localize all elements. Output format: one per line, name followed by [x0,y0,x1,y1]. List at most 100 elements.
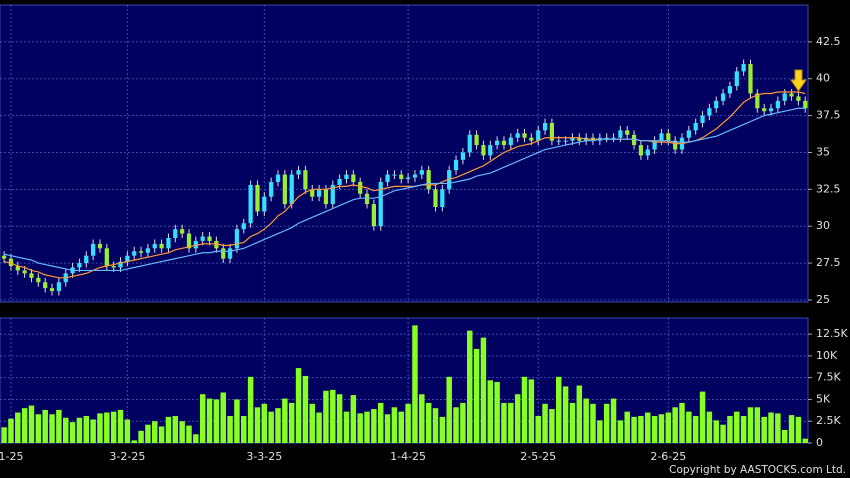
candle-body [638,145,644,156]
volume-bar [295,368,302,443]
candle-body [145,248,151,253]
volume-bar [152,421,158,443]
candle-body [481,145,486,156]
candle-body [501,140,507,146]
volume-bar [104,412,110,443]
volume-bar [624,411,630,443]
y-tick-label: 27.5 [816,256,841,269]
candle-body [762,108,767,112]
volume-bar [501,402,507,443]
volume-bar [28,405,35,443]
y-tick-label: 0 [816,436,823,449]
volume-bar [247,376,254,443]
volume-bar [665,412,672,443]
candle-body [556,140,561,142]
candle-body [193,240,198,249]
candle-body [700,115,705,123]
x-tick-label: 3-2-25 [109,450,145,463]
volume-bar [69,422,76,443]
volume-bar [220,392,226,443]
candle-body [741,63,746,72]
volume-bar [603,403,610,443]
volume-bar [76,417,83,443]
price-panel [0,4,809,303]
candle-body [15,266,20,271]
volume-bar [261,403,268,443]
volume-bar [193,434,199,443]
candle-body [173,229,178,238]
volume-bar [145,424,151,443]
candle-body [412,174,418,178]
y-tick-label: 42.5 [816,35,841,48]
volume-bar [323,390,329,443]
candle-body [378,181,383,227]
volume-bar [282,398,288,443]
candle-body [282,174,287,205]
candle-body [707,108,712,116]
volume-bar [425,402,432,443]
volume-bar [788,415,795,443]
candle-body [720,93,726,101]
volume-bar [419,394,425,443]
candle-body [186,233,192,249]
volume-bar [734,411,740,443]
y-tick-label: 10K [816,349,838,362]
candle-body [255,184,260,212]
volume-bar [357,413,363,443]
volume-bar [460,402,466,443]
volume-bar [234,399,240,443]
candle-body [652,140,657,150]
volume-bar [494,382,500,443]
volume-bar [795,416,802,443]
volume-bar [405,403,411,443]
volume-bar [542,403,548,443]
volume-bar [617,420,624,443]
volume-bar [97,413,103,443]
volume-bar [775,413,781,443]
volume-bar [90,419,96,443]
moving-average-line [3,107,806,272]
volume-bar [206,398,213,443]
candle-body [330,184,335,205]
candle-body [316,189,322,197]
volume-bar [172,415,179,443]
volume-bar [672,407,678,443]
volume-bar [740,415,747,443]
volume-bar [227,415,233,443]
x-tick-label: 2-5-25 [520,450,556,463]
candle-body [337,179,342,185]
volume-bar [549,409,555,443]
candle-body [310,189,315,197]
volume-bar [713,420,719,443]
volume-bar [583,398,589,443]
volume-bar [692,415,699,443]
candle-body [91,243,96,256]
volume-bar [241,415,247,443]
x-tick-label: 2-6-25 [650,450,686,463]
moving-average-line [3,91,806,279]
volume-bar [720,424,726,443]
volume-bar [15,412,21,443]
volume-bar [62,417,69,443]
y-tick-label: 32.5 [816,182,841,195]
candle-body [152,243,157,249]
candle-body [673,140,678,150]
volume-bar [371,409,377,443]
copyright: Copyright by AASTOCKS.com Ltd. [669,464,846,476]
candle-body [515,133,520,138]
candle-body [529,137,534,141]
x-tick-label: 1-25 [0,450,23,463]
candle-body [570,137,575,141]
volume-bar [453,407,459,443]
volume-bar [288,402,295,443]
candle-body [111,266,116,268]
plot-layer: 25 27.5 30 32.5 35 37.5 40 42.5 0 2.5K 5K 7.5K 10K 12… [0,5,848,463]
candle-body [364,193,370,205]
candle-body [577,137,582,141]
candle-body [399,174,404,180]
volume-bar [521,376,528,443]
candle-body [522,133,527,138]
volume-bar [124,419,131,443]
y-tick-label: 30 [816,219,830,232]
